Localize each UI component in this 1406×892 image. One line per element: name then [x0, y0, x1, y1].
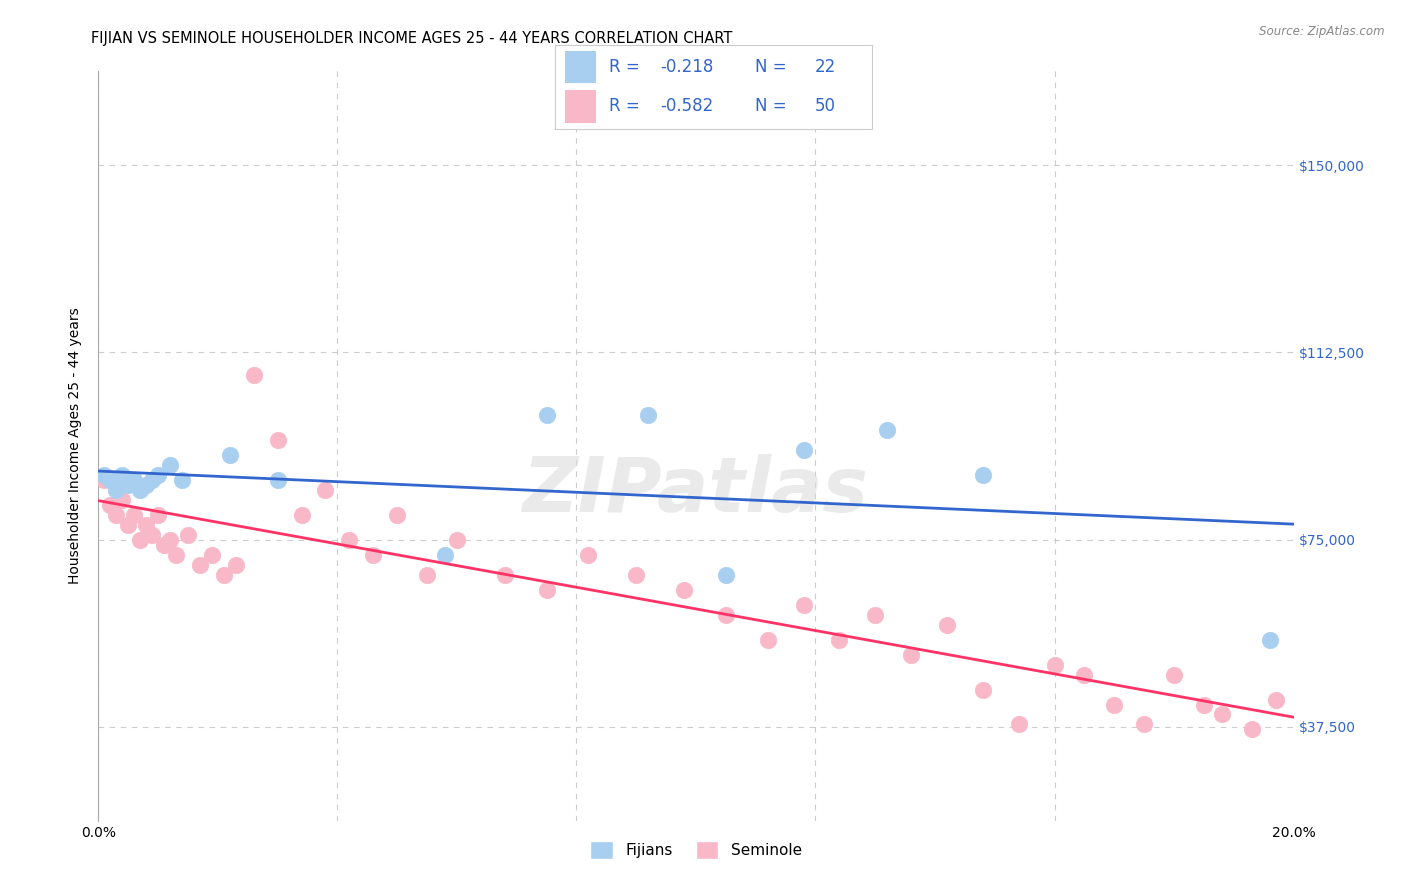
Point: [1211, 707, 1233, 722]
Point: [129, 533, 152, 547]
Bar: [565, 51, 596, 83]
Text: 22: 22: [815, 58, 837, 76]
Point: [434, 548, 457, 562]
Point: [315, 483, 337, 497]
Point: [148, 467, 170, 482]
Point: [159, 458, 181, 472]
Point: [626, 567, 648, 582]
Point: [135, 477, 157, 491]
Point: [828, 632, 851, 647]
Point: [1133, 717, 1156, 731]
Point: [494, 567, 516, 582]
Point: [98, 498, 122, 512]
Point: [1073, 667, 1095, 681]
Point: [93, 473, 115, 487]
Text: N =: N =: [755, 58, 792, 76]
Point: [1163, 667, 1185, 681]
Point: [714, 567, 737, 582]
Text: R =: R =: [609, 97, 645, 115]
Point: [536, 582, 558, 597]
Point: [1240, 723, 1263, 737]
Point: [105, 483, 128, 497]
Text: -0.582: -0.582: [659, 97, 713, 115]
Point: [936, 617, 959, 632]
Point: [714, 607, 737, 622]
Point: [385, 508, 409, 522]
Point: [865, 607, 887, 622]
Point: [201, 548, 224, 562]
Point: [972, 467, 994, 482]
Point: [93, 467, 115, 482]
Text: N =: N =: [755, 97, 792, 115]
Point: [172, 473, 194, 487]
Point: [153, 538, 176, 552]
Point: [446, 533, 468, 547]
Text: Source: ZipAtlas.com: Source: ZipAtlas.com: [1260, 25, 1385, 38]
Point: [219, 448, 242, 462]
Point: [111, 492, 134, 507]
Point: [876, 423, 898, 437]
Text: -0.218: -0.218: [659, 58, 713, 76]
Point: [793, 598, 815, 612]
Point: [117, 517, 139, 532]
Text: ZIPatlas: ZIPatlas: [523, 454, 869, 528]
Point: [1264, 692, 1286, 706]
Point: [536, 408, 558, 422]
Point: [141, 473, 163, 487]
Legend: Fijians, Seminole: Fijians, Seminole: [583, 835, 808, 865]
Point: [1104, 698, 1126, 712]
Point: [267, 433, 290, 447]
Point: [416, 567, 439, 582]
Point: [159, 533, 181, 547]
Point: [111, 467, 134, 482]
Point: [105, 508, 128, 522]
Point: [267, 473, 290, 487]
Y-axis label: Householder Income Ages 25 - 44 years: Householder Income Ages 25 - 44 years: [69, 308, 83, 584]
Point: [225, 558, 247, 572]
Point: [98, 473, 122, 487]
Point: [117, 477, 139, 491]
Point: [673, 582, 696, 597]
Text: FIJIAN VS SEMINOLE HOUSEHOLDER INCOME AGES 25 - 44 YEARS CORRELATION CHART: FIJIAN VS SEMINOLE HOUSEHOLDER INCOME AG…: [91, 31, 733, 46]
Point: [177, 527, 200, 541]
Bar: [565, 90, 596, 122]
Text: R =: R =: [609, 58, 645, 76]
Point: [339, 533, 361, 547]
Point: [148, 508, 170, 522]
Point: [243, 368, 266, 382]
Point: [972, 682, 994, 697]
Point: [637, 408, 659, 422]
Point: [135, 517, 157, 532]
Point: [1043, 657, 1066, 672]
Point: [900, 648, 922, 662]
Point: [363, 548, 385, 562]
Point: [1192, 698, 1215, 712]
Point: [1258, 632, 1281, 647]
Point: [188, 558, 211, 572]
Point: [141, 527, 163, 541]
Point: [212, 567, 235, 582]
Point: [291, 508, 314, 522]
Text: 50: 50: [815, 97, 835, 115]
Point: [578, 548, 600, 562]
Point: [129, 483, 152, 497]
Point: [124, 508, 146, 522]
Point: [124, 473, 146, 487]
Point: [1008, 717, 1031, 731]
Point: [165, 548, 187, 562]
Point: [793, 442, 815, 457]
Point: [756, 632, 779, 647]
